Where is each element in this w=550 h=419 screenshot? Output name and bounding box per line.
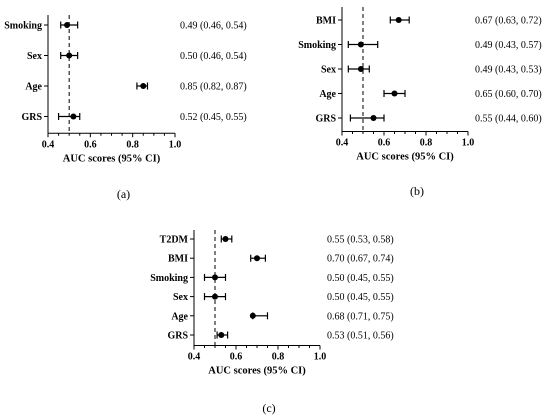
x-tick-label: 0.4 (188, 352, 201, 363)
category-label: Age (319, 89, 336, 100)
ci-annotation: 0.50 (0.45, 0.55) (327, 273, 394, 284)
ci-annotation: 0.50 (0.46, 0.54) (180, 51, 247, 62)
x-axis-label: AUC scores (95% CI) (356, 151, 454, 162)
category-label: GRS (167, 331, 188, 342)
x-tick-label: 0.8 (272, 352, 285, 363)
category-label: Age (171, 311, 188, 322)
ci-annotation: 0.55 (0.53, 0.58) (327, 235, 394, 246)
ci-annotation: 0.85 (0.82, 0.87) (180, 82, 247, 93)
x-tick-label: 0.6 (230, 352, 243, 363)
point-estimate (391, 90, 398, 97)
x-tick-label: 0.6 (378, 137, 391, 148)
category-label: Smoking (298, 40, 336, 51)
x-tick-label: 0.8 (126, 139, 139, 150)
x-tick-label: 1.0 (169, 139, 182, 150)
x-tick-label: 0.6 (84, 139, 97, 150)
point-estimate (64, 22, 71, 28)
panel-a: 0.4 0.6 0.8 1.0 AUC scores (95% CI) Smoking 0.… (4, 15, 247, 201)
x-tick-label: 1.0 (462, 137, 475, 148)
point-estimate (357, 41, 364, 48)
ci-annotation: 0.52 (0.45, 0.55) (180, 112, 247, 123)
point-estimate (212, 293, 218, 300)
ci-annotation: 0.68 (0.71, 0.75) (327, 311, 394, 322)
point-estimate (370, 115, 377, 121)
category-label: BMI (168, 254, 188, 265)
x-tick-label: 1.0 (314, 352, 327, 363)
ci-annotation: 0.65 (0.60, 0.70) (475, 89, 542, 100)
point-estimate (249, 312, 256, 319)
point-estimate (66, 52, 73, 59)
x-tick-label: 0.8 (420, 137, 433, 148)
category-label: GRS (21, 112, 42, 123)
category-label: GRS (315, 114, 336, 125)
ci-annotation: 0.50 (0.45, 0.55) (327, 292, 394, 303)
category-label: Smoking (150, 273, 188, 284)
x-axis-label: AUC scores (95% CI) (208, 366, 306, 377)
ci-annotation: 0.55 (0.44, 0.60) (475, 114, 542, 125)
point-estimate (140, 83, 147, 89)
point-estimate (70, 113, 77, 120)
ci-annotation: 0.49 (0.43, 0.57) (475, 40, 542, 51)
category-label: Sex (321, 65, 336, 76)
category-label: Age (25, 82, 42, 93)
point-estimate (395, 17, 402, 23)
panel-label: (b) (410, 184, 424, 198)
point-estimate (222, 236, 229, 242)
category-label: T2DM (160, 235, 189, 246)
x-axis-label: AUC scores (95% CI) (63, 153, 161, 164)
ci-annotation: 0.49 (0.46, 0.54) (180, 21, 247, 32)
panel-b: 0.4 0.6 0.8 1.0 AUC scores (95% CI) BMI 0.67 (… (298, 7, 542, 198)
panel-label: (a) (117, 187, 130, 201)
category-label: Sex (173, 292, 188, 303)
ci-annotation: 0.49 (0.43, 0.53) (475, 65, 542, 76)
point-estimate (212, 274, 218, 281)
category-label: Sex (27, 51, 42, 62)
ci-annotation: 0.53 (0.51, 0.56) (327, 331, 394, 342)
panel-c: 0.4 0.6 0.8 1.0 AUC scores (95% CI) T2DM 0.55 … (150, 230, 394, 415)
panel-label: (c) (262, 401, 275, 415)
category-label: BMI (316, 16, 336, 27)
point-estimate (357, 66, 364, 72)
x-tick-label: 0.4 (336, 137, 349, 148)
ci-annotation: 0.67 (0.63, 0.72) (475, 16, 542, 27)
point-estimate (218, 332, 225, 338)
x-tick-label: 0.4 (42, 139, 55, 150)
point-estimate (254, 255, 260, 262)
ci-annotation: 0.70 (0.67, 0.74) (327, 254, 394, 265)
category-label: Smoking (4, 21, 42, 32)
